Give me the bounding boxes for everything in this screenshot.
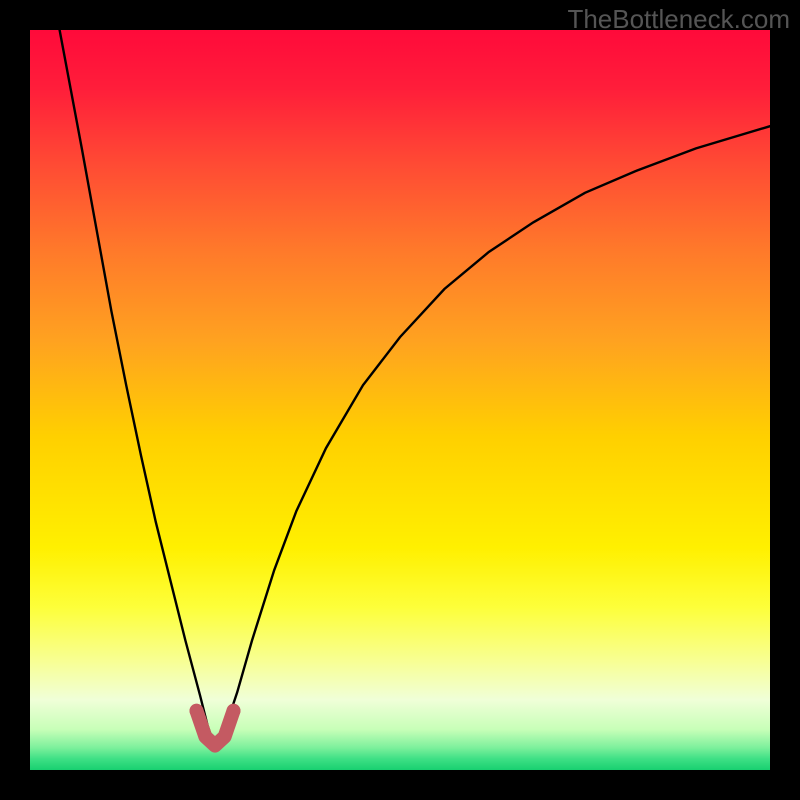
figure-root: TheBottleneck.com (0, 0, 800, 800)
chart-svg (30, 30, 770, 770)
gradient-background (30, 30, 770, 770)
watermark-label: TheBottleneck.com (567, 4, 790, 35)
optimum-marker-right (227, 704, 241, 718)
optimum-marker-left (190, 704, 204, 718)
plot-area (30, 30, 770, 770)
